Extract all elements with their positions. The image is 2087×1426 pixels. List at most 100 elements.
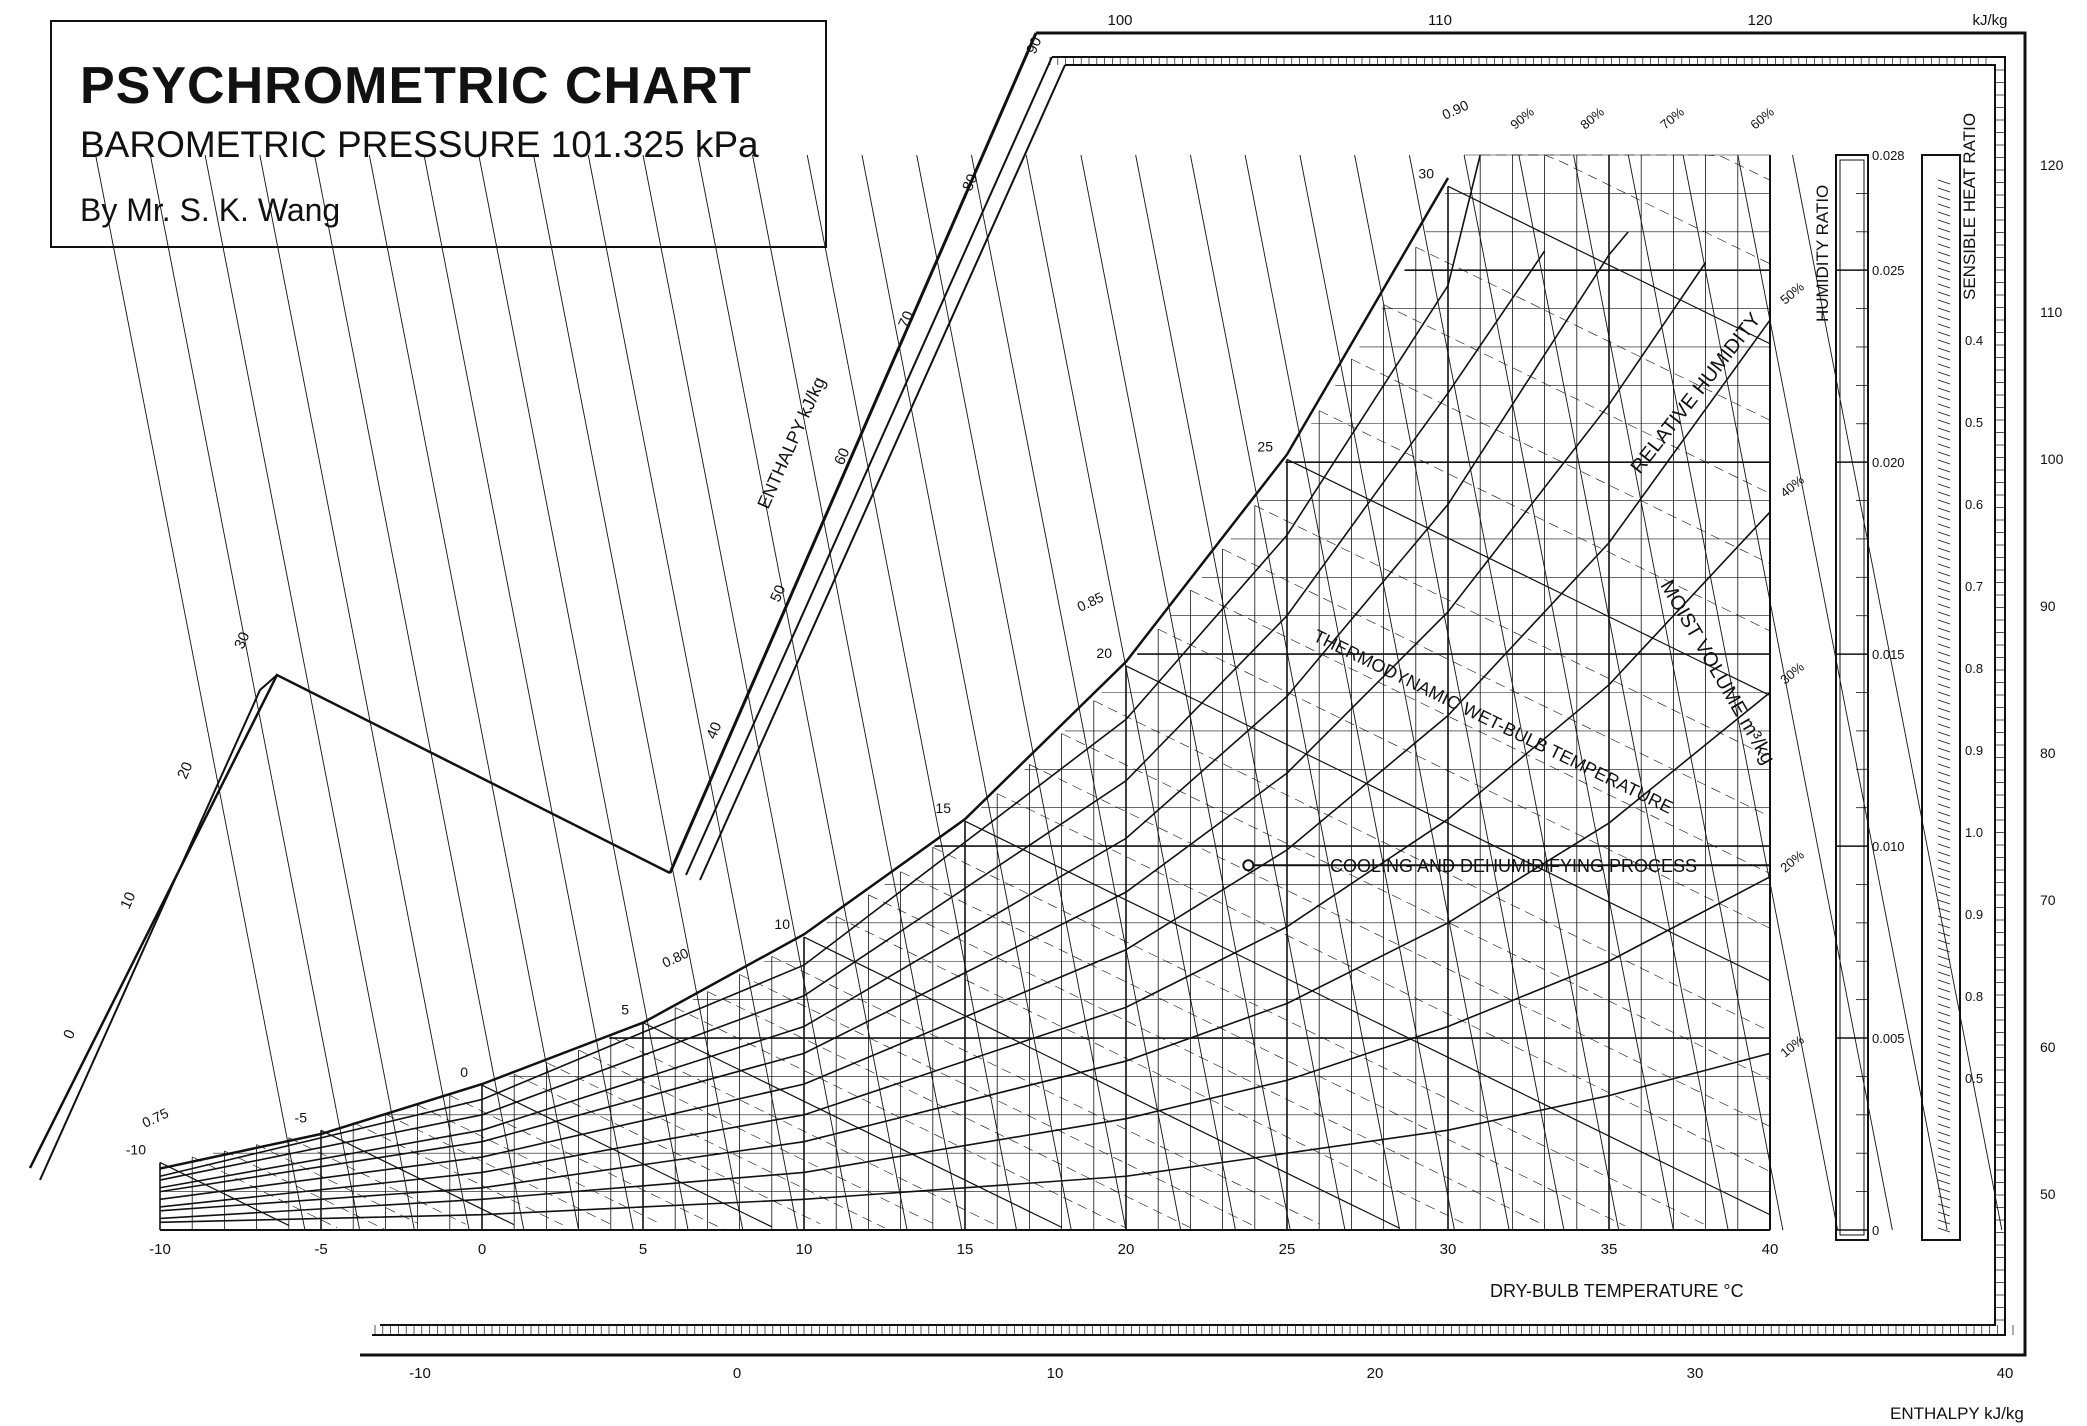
shr-minor	[1937, 411, 1951, 417]
shr-minor	[1937, 1155, 1951, 1161]
saturation-temp-label: 10	[774, 916, 790, 932]
enthalpy-top-tick: kJ/kg	[1972, 12, 2007, 29]
wet-bulb-line	[868, 894, 1545, 1226]
humidity-ratio-tick: 0.015	[1872, 647, 1905, 662]
shr-minor	[1937, 923, 1951, 929]
volume-line	[970, 154, 1182, 1231]
shr-minor	[1937, 347, 1951, 353]
shr-minor	[1937, 843, 1951, 849]
shr-minor	[1937, 459, 1951, 465]
volume-line	[1189, 154, 1401, 1231]
shr-minor	[1937, 259, 1951, 265]
volume-line	[423, 154, 634, 1231]
enthalpy-diagonal-tick: 60	[831, 445, 853, 467]
wet-bulb-line	[546, 1062, 885, 1229]
volume-line	[533, 154, 744, 1231]
wet-bulb-line	[1447, 185, 1771, 345]
shr-minor	[1937, 1019, 1951, 1025]
saturation-temp-label: 0	[460, 1064, 468, 1080]
humidity-ratio-tick: 0.025	[1872, 263, 1905, 278]
shr-minor	[1937, 1187, 1951, 1193]
volume-line	[916, 154, 1127, 1231]
shr-minor	[1937, 355, 1951, 361]
wet-bulb-line	[224, 1150, 386, 1230]
shr-minor	[1937, 443, 1951, 449]
shr-minor	[1937, 907, 1951, 913]
shr-minor	[1937, 1211, 1951, 1217]
wet-bulb-line	[385, 1113, 611, 1225]
wet-bulb-line	[1383, 304, 1771, 494]
shr-minor	[1937, 867, 1951, 873]
enthalpy-top-tick: 120	[1747, 12, 1772, 29]
shr-minor	[1937, 571, 1951, 577]
shr-minor	[1937, 1179, 1951, 1185]
humidity-ratio-label: HUMIDITY RATIO	[1813, 185, 1832, 322]
enthalpy-frame	[28, 31, 2027, 1357]
volume-line	[697, 154, 908, 1231]
enthalpy-right-tick: 100	[2040, 451, 2064, 467]
volume-label: 0.75	[140, 1105, 172, 1131]
shr-minor	[1937, 579, 1951, 585]
volume-line	[368, 154, 580, 1231]
shr-minor	[1937, 891, 1951, 897]
volume-line	[314, 154, 525, 1231]
rh-curve-50%	[159, 319, 1771, 1201]
rh-label: 90%	[1507, 104, 1537, 132]
shr-minor	[1937, 179, 1951, 185]
shr-minor	[1937, 1115, 1951, 1121]
volume-line	[752, 154, 963, 1231]
shr-minor	[1937, 987, 1951, 993]
shr-tick: 0.5	[1965, 1071, 1983, 1086]
wet-bulb-line	[1158, 628, 1771, 929]
shr-minor	[1937, 187, 1951, 193]
shr-minor	[1937, 1163, 1951, 1169]
x-tick-label: 35	[1601, 1241, 1618, 1258]
wet-bulb-line	[320, 1129, 515, 1226]
shr-minor	[1937, 715, 1951, 721]
shr-minor	[1937, 827, 1951, 833]
rh-curve-30%	[159, 691, 1771, 1212]
enthalpy-scale-ticks: 100 110 120 kJ/kg-10 0 10 20 30 4040506070809001…	[60, 12, 2014, 1382]
x-tick-label: -5	[314, 1241, 327, 1258]
cooling-process-label: COOLING AND DEHUMIDIFYING PROCESS	[1330, 856, 1697, 876]
wet-bulb-line	[1125, 665, 1771, 982]
rh-label: 60%	[1747, 104, 1777, 132]
shr-minor	[1937, 1219, 1951, 1225]
humidity-ratio-tick: 0.028	[1872, 148, 1905, 163]
shr-minor	[1937, 883, 1951, 889]
shr-minor	[1937, 379, 1951, 385]
volume-line	[1080, 154, 1291, 1231]
x-tick-label: 5	[639, 1241, 647, 1258]
shr-minor	[1937, 315, 1951, 321]
shr-minor	[1937, 427, 1951, 433]
shr-tick: 0.7	[1965, 579, 1983, 594]
shr-minor	[1937, 707, 1951, 713]
shr-minor	[1937, 1035, 1951, 1041]
shr-minor	[1937, 995, 1951, 1001]
saturation-temp-label: 20	[1096, 645, 1112, 661]
enthalpy-top-tick: 100	[1107, 12, 1132, 29]
enthalpy-diagonal-tick: 50	[767, 582, 789, 604]
enthalpy-bottom-tick: 20	[1367, 1365, 1384, 1382]
shr-minor	[1937, 235, 1951, 241]
shr-minor	[1937, 1059, 1951, 1065]
shr-minor	[1937, 859, 1951, 865]
shr-minor	[1937, 851, 1951, 857]
shr-minor	[1937, 299, 1951, 305]
rh-curve-90%	[159, 154, 1481, 1178]
shr-minor	[1937, 363, 1951, 369]
shr-minor	[1937, 435, 1951, 441]
shr-minor	[1937, 219, 1951, 225]
wet-bulb-line	[514, 1073, 821, 1225]
wet-bulb-line	[578, 1049, 933, 1224]
wet-bulb-line	[771, 956, 1320, 1225]
x-tick-label: -10	[149, 1241, 171, 1258]
shr-minor	[1937, 643, 1951, 649]
shr-minor	[1937, 811, 1951, 817]
enthalpy-bottom-tick: 30	[1687, 1365, 1704, 1382]
volume-line	[1682, 154, 1893, 1231]
shr-minor	[1937, 307, 1951, 313]
shr-minor	[1937, 771, 1951, 777]
shr-minor	[1937, 699, 1951, 705]
shr-minor	[1937, 1027, 1951, 1033]
